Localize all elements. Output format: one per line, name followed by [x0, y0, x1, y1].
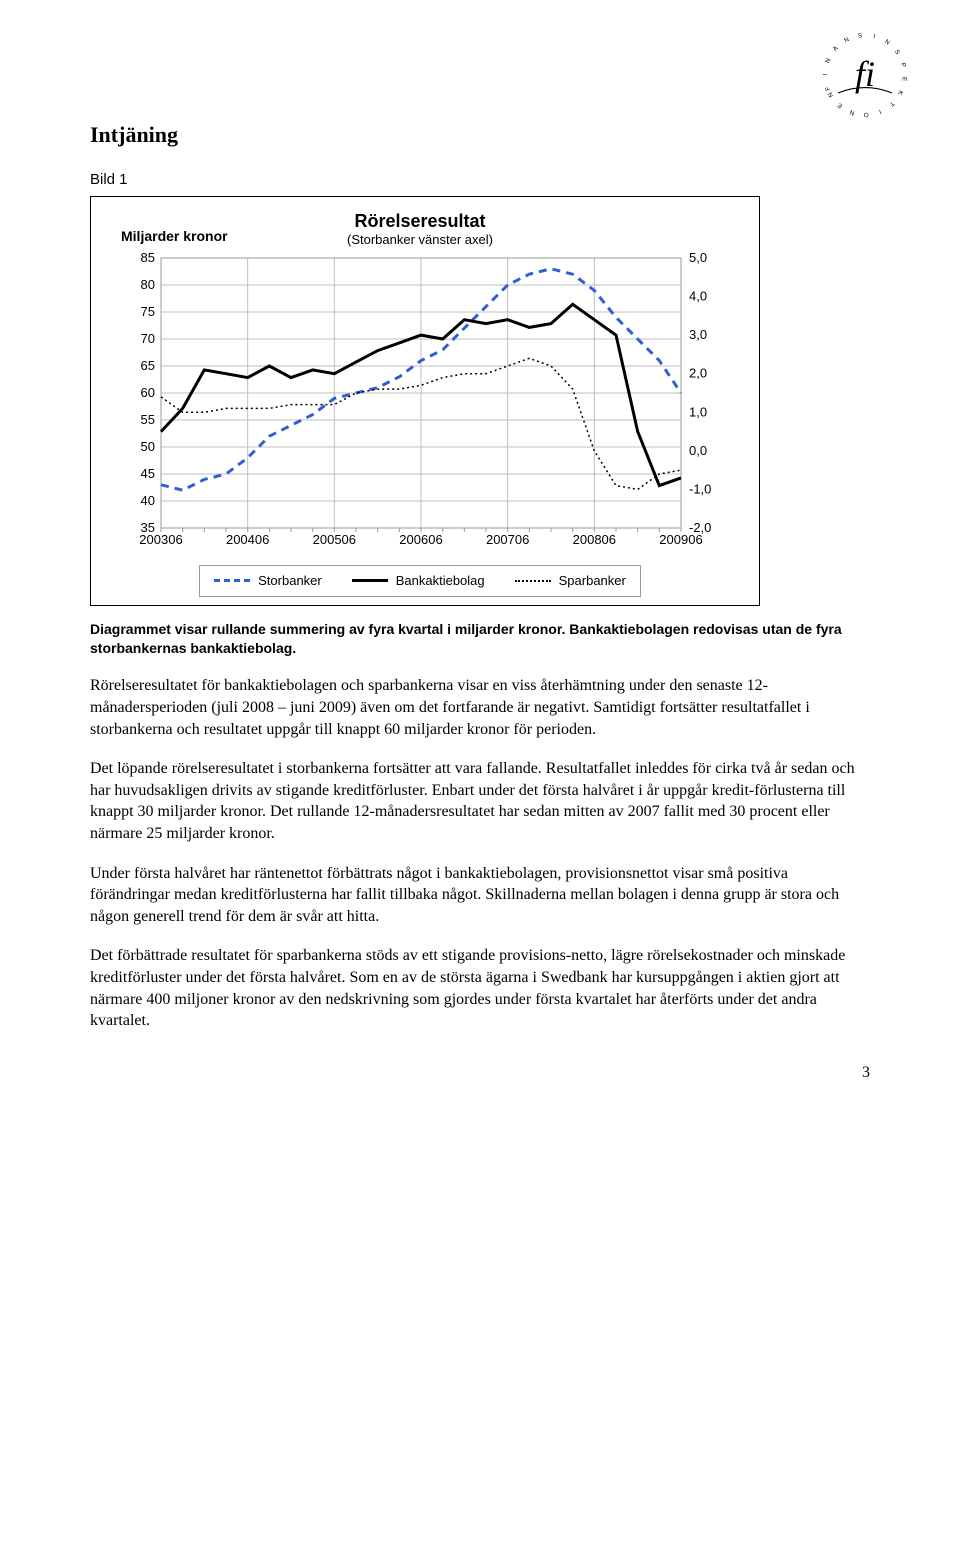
svg-text:70: 70	[141, 331, 155, 346]
svg-text:N: N	[883, 38, 891, 47]
body-paragraph: Under första halvåret har räntenettot fö…	[90, 863, 870, 928]
body-paragraph: Rörelseresultatet för bankaktiebolagen o…	[90, 675, 870, 740]
chart-container: Miljarder kronor Rörelseresultat (Storba…	[90, 196, 760, 606]
body-paragraph: Det förbättrade resultatet för sparbanke…	[90, 945, 870, 1031]
svg-text:-1,0: -1,0	[689, 482, 711, 497]
svg-text:80: 80	[141, 277, 155, 292]
svg-text:4,0: 4,0	[689, 289, 707, 304]
chart-left-axis-label: Miljarder kronor	[121, 227, 228, 246]
svg-text:N: N	[849, 108, 856, 116]
svg-text:50: 50	[141, 439, 155, 454]
figure-label: Bild 1	[90, 170, 870, 190]
legend-label: Storbanker	[258, 572, 322, 590]
svg-text:200906: 200906	[659, 532, 702, 547]
svg-text:T: T	[888, 100, 896, 108]
svg-text:P: P	[899, 62, 907, 68]
svg-text:200606: 200606	[399, 532, 442, 547]
svg-text:A: A	[832, 44, 841, 52]
svg-text:E: E	[900, 77, 907, 82]
svg-text:85: 85	[141, 252, 155, 265]
chart-legend: Storbanker Bankaktiebolag Sparbanker	[199, 565, 641, 597]
svg-text:F: F	[824, 85, 832, 91]
svg-text:200706: 200706	[486, 532, 529, 547]
svg-text:N: N	[827, 91, 836, 99]
svg-text:S: S	[893, 49, 901, 56]
svg-text:I: I	[822, 73, 829, 75]
svg-text:N: N	[824, 57, 832, 64]
regulator-logo: FINANSINSPEKTIONEN fi	[820, 30, 910, 120]
svg-text:K: K	[896, 89, 904, 97]
svg-text:I: I	[873, 33, 877, 40]
svg-text:N: N	[843, 36, 851, 45]
svg-text:3,0: 3,0	[689, 328, 707, 343]
svg-text:2,0: 2,0	[689, 366, 707, 381]
svg-text:S: S	[858, 32, 863, 39]
svg-text:55: 55	[141, 412, 155, 427]
body-paragraph: Det löpande rörelseresultatet i storbank…	[90, 758, 870, 844]
svg-text:I: I	[878, 108, 883, 115]
legend-item: Sparbanker	[515, 572, 626, 590]
svg-text:200806: 200806	[573, 532, 616, 547]
legend-label: Sparbanker	[559, 572, 626, 590]
svg-text:0,0: 0,0	[689, 443, 707, 458]
svg-text:200506: 200506	[313, 532, 356, 547]
chart-caption: Diagrammet visar rullande summering av f…	[90, 620, 870, 658]
legend-item: Storbanker	[214, 572, 322, 590]
chart-plot: 3540455055606570758085-2,0-1,00,01,02,03…	[121, 252, 719, 559]
svg-text:5,0: 5,0	[689, 252, 707, 265]
legend-item: Bankaktiebolag	[352, 572, 485, 590]
svg-text:40: 40	[141, 493, 155, 508]
svg-text:200406: 200406	[226, 532, 269, 547]
legend-label: Bankaktiebolag	[396, 572, 485, 590]
svg-text:45: 45	[141, 466, 155, 481]
page-number: 3	[90, 1062, 870, 1084]
svg-text:65: 65	[141, 358, 155, 373]
svg-text:E: E	[836, 101, 844, 109]
svg-text:1,0: 1,0	[689, 405, 707, 420]
svg-text:60: 60	[141, 385, 155, 400]
svg-text:200306: 200306	[139, 532, 182, 547]
svg-text:75: 75	[141, 304, 155, 319]
svg-text:O: O	[864, 111, 869, 118]
page-title: Intjäning	[90, 120, 870, 150]
